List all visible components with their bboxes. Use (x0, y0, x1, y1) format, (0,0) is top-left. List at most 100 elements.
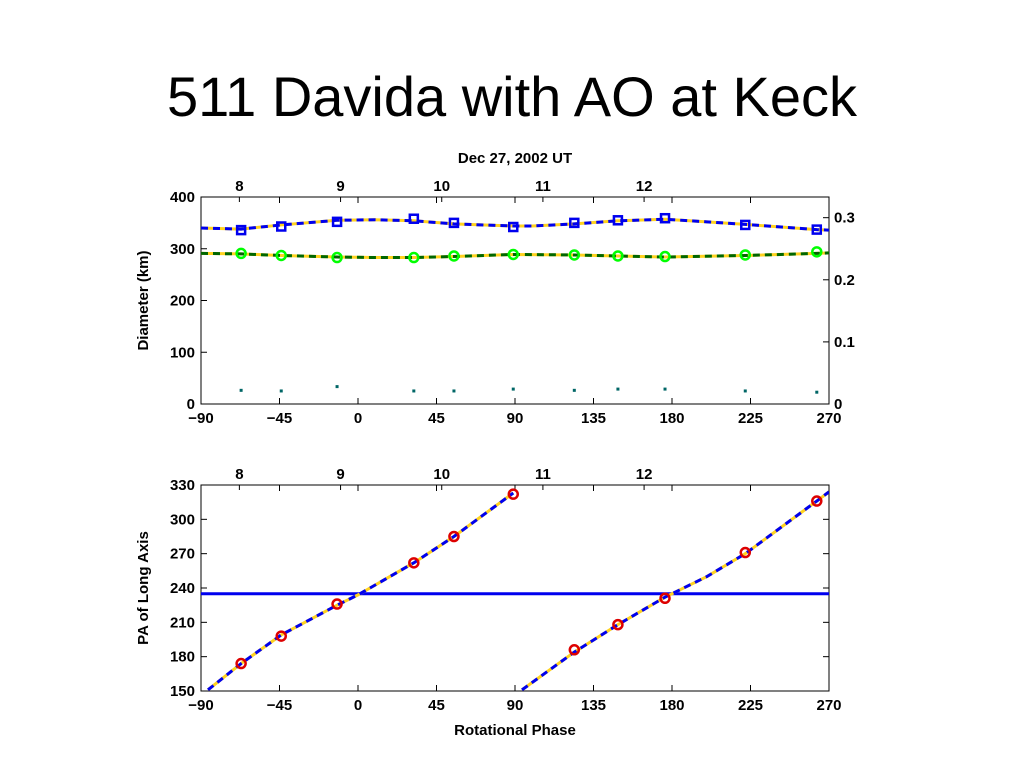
pa-observed-point (568, 644, 581, 656)
y-tick-label: 400 (170, 189, 195, 206)
y-tick-label: 210 (170, 614, 195, 631)
right-axis-points-point (616, 387, 620, 391)
long-axis-diameter-point (740, 219, 751, 231)
long-axis-diameter-point (508, 221, 519, 233)
pa-observed-point (739, 546, 752, 559)
pa-observed-point (612, 618, 624, 631)
long-axis-diameter-point (612, 215, 624, 226)
x-tick-label: −45 (267, 410, 292, 427)
y-tick-label: 200 (170, 293, 195, 310)
pa-model-2-line (521, 490, 829, 691)
long-axis-diameter-point (331, 216, 343, 228)
x-tick-label: −90 (188, 410, 213, 427)
short-axis-model-line (201, 251, 829, 260)
y-tick-label: 330 (170, 477, 195, 494)
top-tick-label: 10 (433, 466, 450, 483)
diameter-panel: −90 −45 0 45 90 135 180 225 270010020030040000.1… (135, 150, 855, 427)
short-axis-diameter-point (331, 251, 343, 264)
top-tick-label: 8 (235, 178, 243, 195)
y-tick-label: 180 (170, 649, 195, 666)
short-axis-diameter-point (612, 250, 624, 262)
x-tick-label: 135 (581, 410, 606, 427)
pa-observed-point (235, 657, 247, 670)
right-axis-points-point (412, 389, 416, 393)
right-y-tick-label: 0.2 (834, 272, 855, 289)
x-tick-label: 225 (738, 410, 763, 427)
right-axis-points-point (335, 385, 339, 389)
long-axis-diameter-point (275, 221, 287, 232)
position-angle-panel: −90 −45 0 45 90 135 180 225 270 150 180 210 240 270 30… (135, 466, 842, 739)
right-axis-points-point (239, 388, 243, 392)
chart-title: Dec 27, 2002 UT (458, 150, 572, 167)
long-axis-diameter-point (448, 217, 460, 229)
long-axis-diameter-point (659, 212, 671, 224)
pa-observed-point (507, 488, 520, 500)
x-axis-label: Rotational Phase (454, 722, 576, 739)
y-tick-label: 150 (170, 683, 195, 700)
x-tick-label: 180 (659, 410, 684, 427)
top-tick-label: 9 (336, 178, 344, 195)
x-tick-label: 180 (659, 697, 684, 714)
long-axis-model-line (201, 217, 829, 232)
right-y-tick-label: 0.3 (834, 210, 855, 227)
short-axis-diameter-point (507, 248, 520, 261)
pa-observed-point (275, 630, 287, 642)
right-axis-points-point (279, 389, 283, 393)
top-tick-label: 12 (636, 466, 653, 483)
x-tick-label: −45 (267, 697, 292, 714)
right-axis-points-point (743, 389, 747, 393)
long-axis-diameter-point (408, 213, 420, 224)
short-axis-diameter-point (568, 249, 581, 261)
y-tick-label: 270 (170, 546, 195, 563)
y-tick-label: 300 (170, 511, 195, 528)
top-tick-label: 8 (235, 466, 243, 483)
short-axis-diameter-point (275, 249, 287, 262)
short-axis-diameter-point (235, 247, 247, 260)
slide-title: 511 Davida with AO at Keck (167, 65, 857, 128)
x-tick-label: −90 (188, 697, 213, 714)
y-tick-label: 300 (170, 241, 195, 258)
top-tick-label: 11 (535, 178, 551, 195)
x-tick-label: 135 (581, 697, 606, 714)
x-tick-label: 90 (507, 697, 524, 714)
x-tick-label: 90 (507, 410, 524, 427)
top-tick-label: 9 (336, 466, 344, 483)
plot-frame (200, 196, 830, 405)
short-axis-diameter-point (739, 249, 752, 261)
right-y-tick-label: 0.1 (834, 334, 855, 351)
pa-model-1-line (207, 491, 515, 691)
y-tick-label: 0 (187, 396, 195, 413)
right-axis-points-point (663, 387, 667, 391)
long-axis-diameter-point (235, 224, 247, 236)
top-tick-label: 11 (535, 466, 551, 483)
y-axis-label: PA of Long Axis (135, 531, 152, 645)
x-tick-label: 270 (816, 410, 841, 427)
short-axis-diameter-point (448, 250, 460, 262)
y-axis-label: Diameter (km) (135, 250, 152, 350)
pa-observed-point (331, 598, 343, 610)
x-tick-label: 45 (428, 410, 445, 427)
right-y-tick-label: 0 (834, 396, 842, 413)
long-axis-diameter-point (569, 217, 580, 229)
plot-area (201, 488, 829, 691)
x-tick-label: 0 (354, 697, 362, 714)
y-tick-label: 240 (170, 580, 195, 597)
right-axis-points-point (572, 388, 576, 392)
right-axis-points-point (815, 390, 819, 394)
x-tick-label: 45 (428, 697, 445, 714)
right-axis-points-point (452, 389, 456, 393)
long-axis-diameter-point (811, 224, 823, 235)
x-tick-label: 225 (738, 697, 763, 714)
pa-observed-point (811, 495, 823, 507)
short-axis-diameter-point (408, 251, 420, 264)
x-tick-label: 270 (816, 697, 841, 714)
pa-observed-point (659, 592, 671, 605)
plot-area (201, 212, 829, 394)
short-axis-diameter-point (811, 246, 823, 258)
pa-model-1-underlay (207, 491, 515, 691)
pa-observed-point (408, 557, 420, 569)
y-tick-label: 100 (170, 344, 195, 361)
plot-frame (200, 484, 830, 692)
top-tick-label: 10 (433, 178, 450, 195)
